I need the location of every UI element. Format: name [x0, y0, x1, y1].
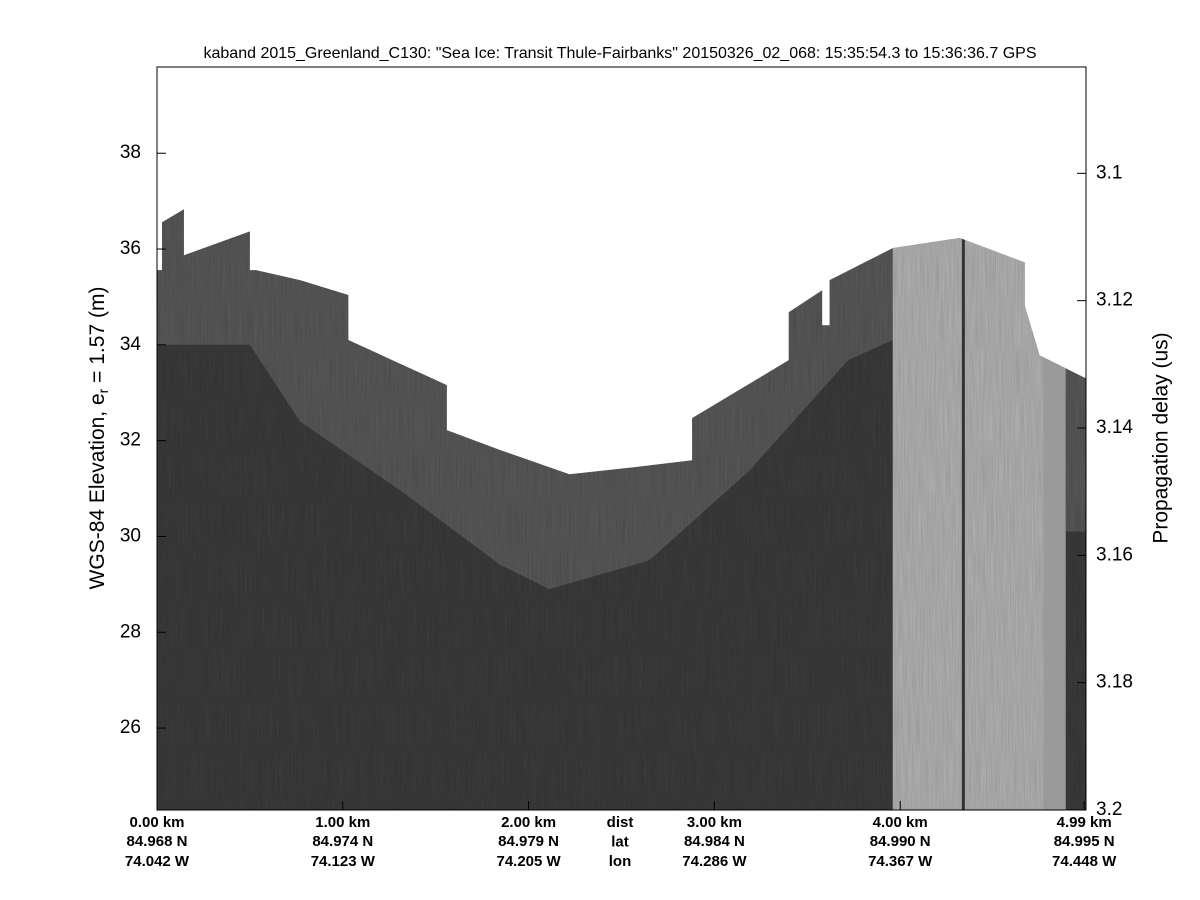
y-axis-label-rest: = 1.57 (m)	[86, 287, 109, 389]
row-label: lat	[611, 833, 629, 850]
y-tick-label: 34	[120, 334, 142, 355]
x-tick-label: 1.00 km	[315, 814, 370, 831]
y-tick-label: 32	[120, 430, 141, 451]
y-tick-label: 38	[120, 142, 141, 163]
x-tick-lat: 84.995 N	[1054, 833, 1115, 850]
x-tick-lon: 74.367 W	[868, 853, 933, 870]
y2-tick-label: 3.14	[1096, 417, 1133, 438]
y2-tick-label: 3.2	[1096, 799, 1122, 820]
y2-tick-label: 3.1	[1096, 162, 1122, 183]
y-axis-label-sub: r	[95, 388, 111, 393]
y2-axis-label: Propagation delay (us)	[1150, 332, 1173, 543]
plot-area	[157, 209, 1086, 810]
x-tick-label: 4.99 km	[1057, 814, 1112, 831]
x-tick-lat: 84.979 N	[498, 833, 559, 850]
y-tick-label: 26	[120, 717, 141, 738]
x-tick-lat: 84.968 N	[127, 833, 188, 850]
row-label: lon	[609, 853, 632, 870]
x-tick-label: 2.00 km	[501, 814, 556, 831]
x-tick-lon: 74.123 W	[311, 853, 376, 870]
bright-band-edge	[1043, 209, 1066, 810]
x-tick-lon: 74.286 W	[682, 853, 747, 870]
y-axis-label: WGS-84 Elevation, er = 1.57 (m)	[86, 287, 111, 590]
x-tick-label: 3.00 km	[687, 814, 742, 831]
axes-frame	[156, 66, 1087, 811]
echogram-lower	[157, 340, 1086, 810]
x-tick-lat: 84.984 N	[684, 833, 745, 850]
y-tick-label: 36	[120, 238, 141, 259]
x-tick-lon: 74.448 W	[1052, 853, 1117, 870]
x-tick-lon: 74.042 W	[125, 853, 190, 870]
echogram-lower-group	[157, 209, 1086, 810]
y-axis-label-main: WGS-84 Elevation, e	[86, 393, 109, 589]
y-tick-label: 30	[120, 525, 141, 546]
x-tick-lat: 84.974 N	[312, 833, 373, 850]
y2-tick-label: 3.18	[1096, 672, 1133, 693]
y-tick-label: 28	[120, 621, 141, 642]
x-tick-lon: 74.205 W	[496, 853, 561, 870]
bright-band	[892, 209, 1066, 810]
row-label: dist	[607, 814, 634, 831]
x-tick-label: 4.00 km	[873, 814, 928, 831]
chart-title: kaband 2015_Greenland_C130: "Sea Ice: Tr…	[204, 45, 1037, 62]
y2-tick-label: 3.12	[1096, 290, 1133, 311]
x-tick-label: 0.00 km	[129, 814, 184, 831]
y2-tick-label: 3.16	[1096, 544, 1133, 565]
x-tick-lat: 84.990 N	[870, 833, 931, 850]
